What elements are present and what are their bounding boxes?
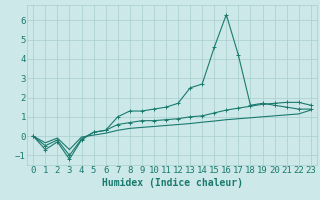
X-axis label: Humidex (Indice chaleur): Humidex (Indice chaleur) <box>101 178 243 188</box>
